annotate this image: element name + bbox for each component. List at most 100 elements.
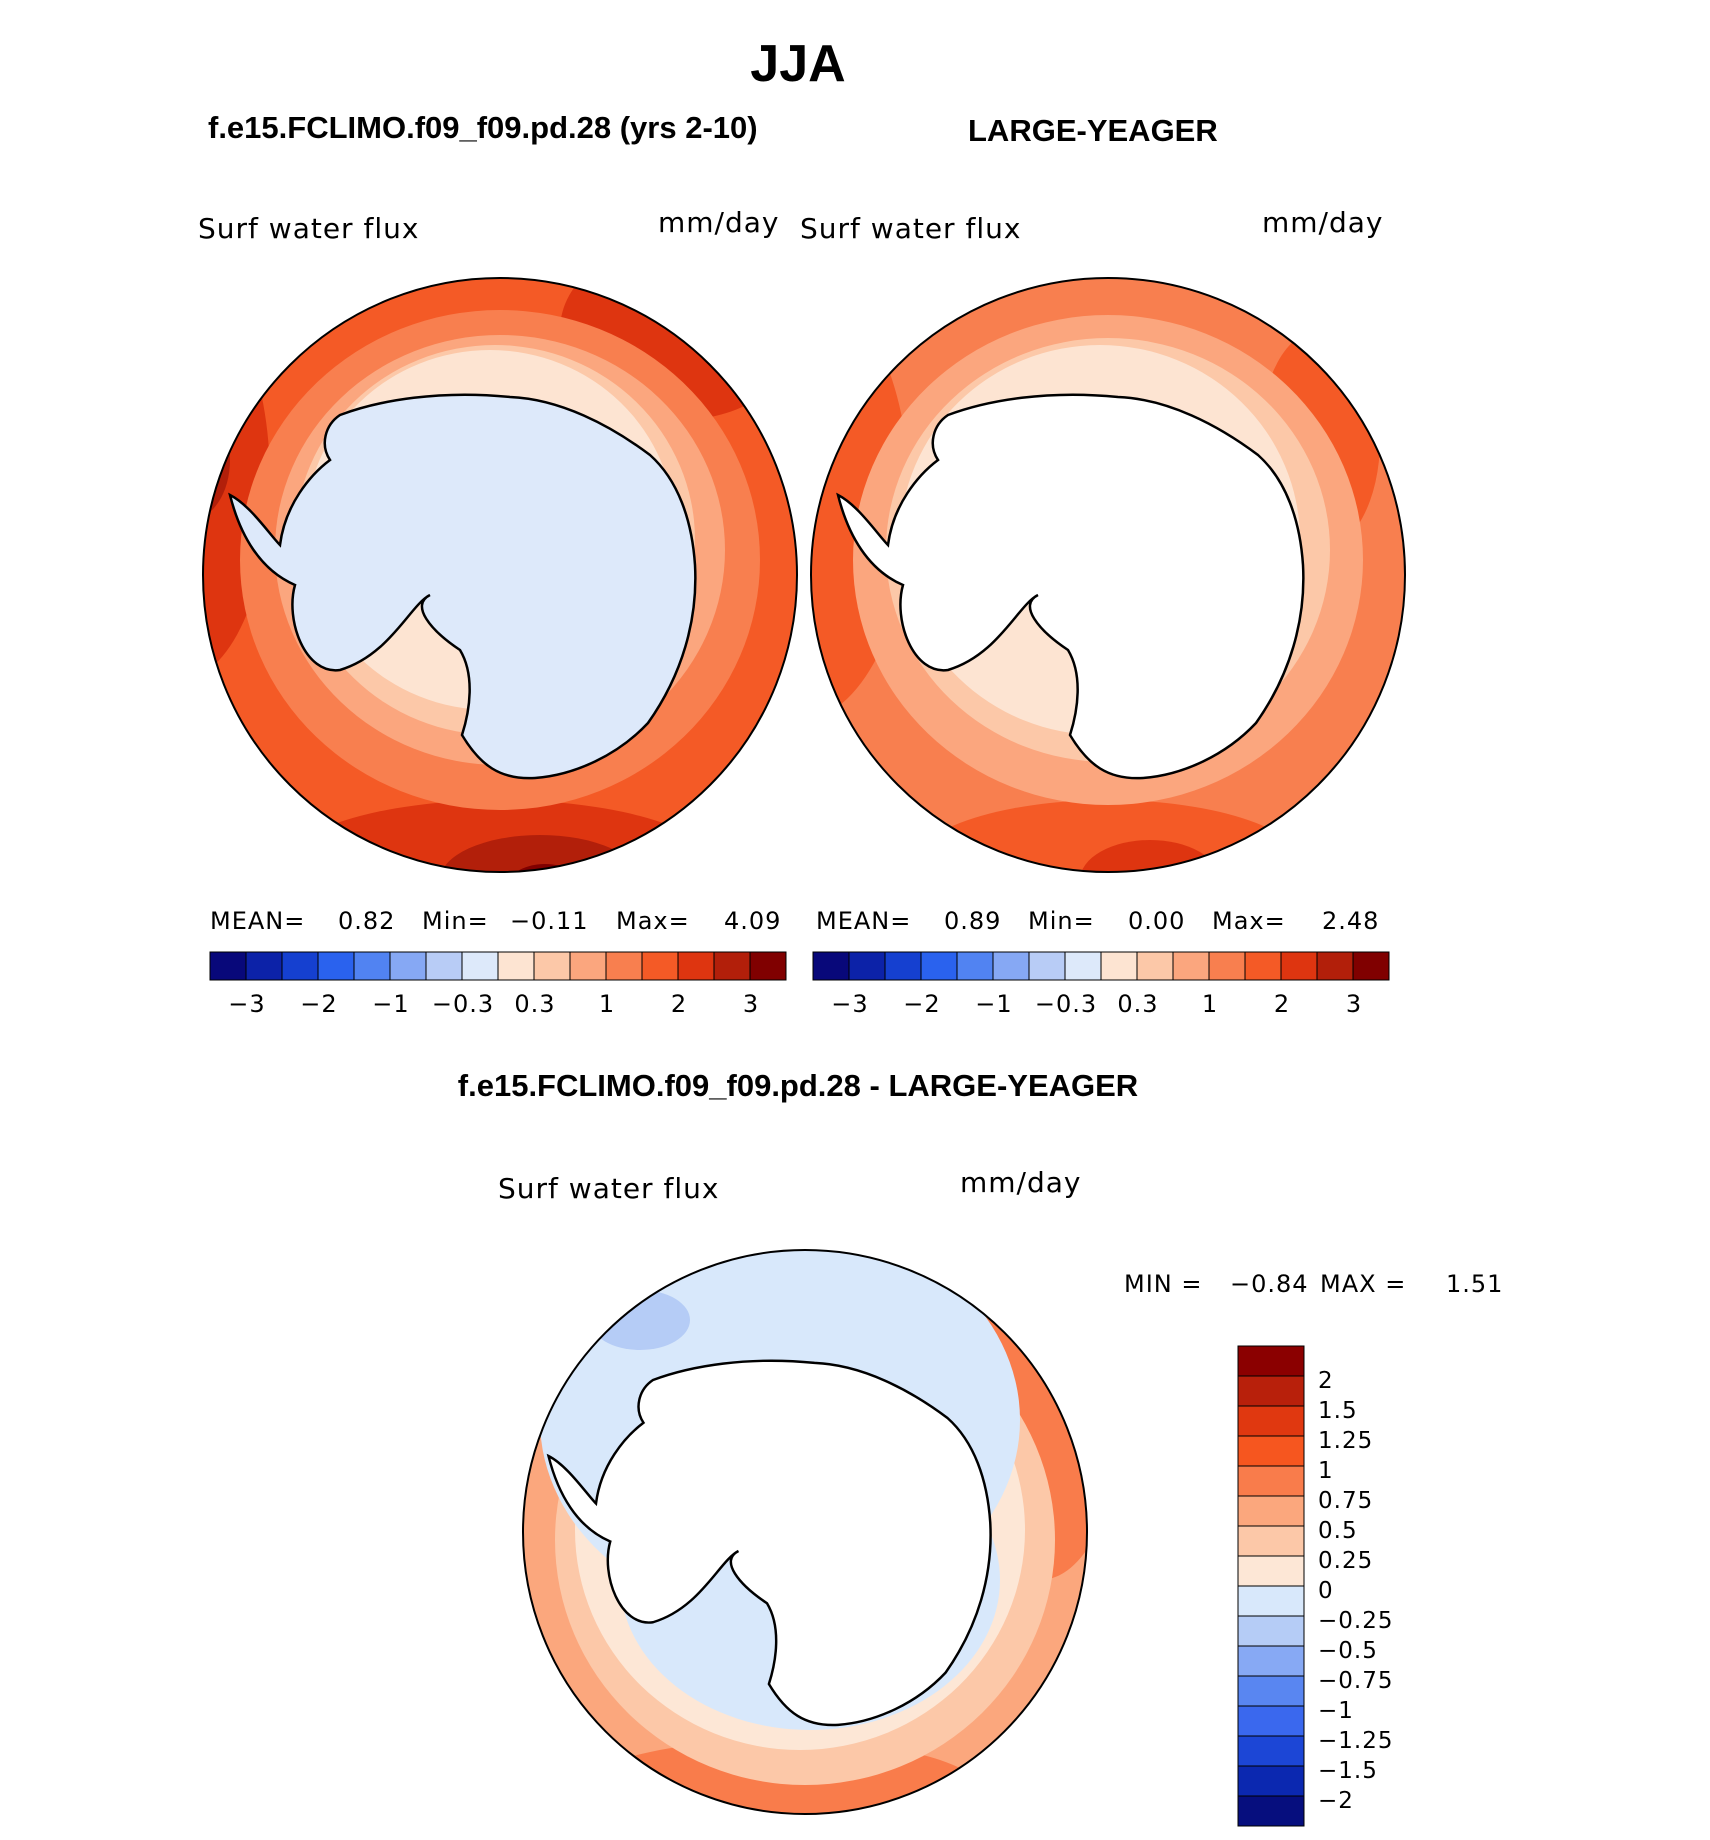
colorbar-swatch — [956, 951, 994, 981]
case-field-band — [203, 280, 270, 680]
case-min-value: −0.11 — [510, 907, 589, 935]
case-colorbar-tick: 2 — [670, 990, 688, 1018]
case-map — [202, 277, 798, 873]
ref-mean-value: 0.89 — [944, 907, 1002, 935]
colorbar-swatch — [605, 951, 643, 981]
diff-colorbar-tick: 0.75 — [1318, 1488, 1374, 1514]
diff-colorbar-tick: 1.25 — [1318, 1428, 1374, 1454]
diff-panel-title: f.e15.FCLIMO.f09_f09.pd.28 - LARGE-YEAGE… — [457, 1068, 1139, 1103]
ref-variable-label: Surf water flux — [800, 212, 1022, 245]
diff-min-label: MIN = — [1124, 1270, 1203, 1298]
ref-mean-label: MEAN= — [816, 907, 912, 935]
ref-colorbar — [812, 951, 1390, 981]
diff-max-value: 1.51 — [1446, 1270, 1504, 1298]
ref-min-label: Min= — [1028, 907, 1095, 935]
diff-colorbar-tick: −1.25 — [1318, 1728, 1394, 1754]
diff-colorbar-tick: 0.25 — [1318, 1548, 1374, 1574]
diff-min-value: −0.84 — [1230, 1270, 1309, 1298]
colorbar-swatch — [1237, 1495, 1305, 1527]
ref-field-band — [1080, 840, 1220, 872]
diff-colorbar-tick: 1.5 — [1318, 1398, 1358, 1424]
colorbar-swatch — [677, 951, 715, 981]
colorbar-swatch — [1237, 1735, 1305, 1767]
diff-colorbar-tick: −2 — [1318, 1788, 1354, 1814]
colorbar-swatch — [1316, 951, 1354, 981]
colorbar-swatch — [1237, 1555, 1305, 1587]
ref-colorbar-tick: 1 — [1201, 990, 1219, 1018]
ref-colorbar-tick: −0.3 — [1034, 990, 1098, 1018]
diff-map — [522, 1249, 1088, 1815]
diff-colorbar-tick: −0.5 — [1318, 1638, 1378, 1664]
colorbar-swatch — [389, 951, 427, 981]
colorbar-swatch — [884, 951, 922, 981]
ref-colorbar-tick: 0.3 — [1117, 990, 1159, 1018]
colorbar-swatch — [812, 951, 850, 981]
colorbar-swatch — [1208, 951, 1246, 981]
colorbar-swatch — [1028, 951, 1066, 981]
case-colorbar-tick: −1 — [372, 990, 410, 1018]
case-variable-label: Surf water flux — [198, 212, 420, 245]
case-map-border — [202, 277, 798, 873]
colorbar-swatch — [992, 951, 1030, 981]
colorbar-swatch — [848, 951, 886, 981]
case-mean-value: 0.82 — [338, 907, 396, 935]
case-min-label: Min= — [422, 907, 489, 935]
colorbar-swatch — [1352, 951, 1390, 981]
colorbar-swatch — [1237, 1675, 1305, 1707]
case-max-label: Max= — [616, 907, 690, 935]
case-colorbar-tick: −3 — [228, 990, 266, 1018]
ref-units-label: mm/day — [1262, 206, 1384, 239]
ref-colorbar-tick: −2 — [903, 990, 941, 1018]
ref-map — [810, 277, 1406, 873]
colorbar-swatch — [1237, 1375, 1305, 1407]
case-max-value: 4.09 — [724, 907, 782, 935]
colorbar-swatch — [1136, 951, 1174, 981]
case-field-band — [440, 835, 640, 872]
colorbar-swatch — [641, 951, 679, 981]
diff-colorbar-tick: 0.5 — [1318, 1518, 1358, 1544]
colorbar-swatch — [749, 951, 787, 981]
colorbar-swatch — [1237, 1705, 1305, 1737]
colorbar-swatch — [920, 951, 958, 981]
colorbar-swatch — [533, 951, 571, 981]
colorbar-swatch — [1237, 1465, 1305, 1497]
diff-field-band — [590, 1290, 690, 1350]
colorbar-swatch — [317, 951, 355, 981]
colorbar-swatch — [1172, 951, 1210, 981]
case-colorbar-tick: 0.3 — [514, 990, 556, 1018]
diff-max-label: MAX = — [1320, 1270, 1407, 1298]
ref-map-border — [810, 277, 1406, 873]
colorbar-swatch — [1244, 951, 1282, 981]
colorbar-swatch — [245, 951, 283, 981]
ref-colorbar-tick: −3 — [831, 990, 869, 1018]
case-mean-label: MEAN= — [210, 907, 306, 935]
colorbar-swatch — [1237, 1615, 1305, 1647]
diff-colorbar-tick: 2 — [1318, 1368, 1334, 1394]
colorbar-swatch — [1237, 1435, 1305, 1467]
ref-colorbar-tick: 3 — [1345, 990, 1363, 1018]
diff-colorbar-tick: 0 — [1318, 1578, 1334, 1604]
colorbar-swatch — [1237, 1585, 1305, 1617]
colorbar-swatch — [1237, 1765, 1305, 1797]
diff-colorbar-tick: −1.5 — [1318, 1758, 1378, 1784]
diff-colorbar-tick: −1 — [1318, 1698, 1354, 1724]
case-panel-title: f.e15.FCLIMO.f09_f09.pd.28 (yrs 2-10) — [208, 110, 758, 145]
ref-max-value: 2.48 — [1322, 907, 1380, 935]
diff-colorbar-tick: 1 — [1318, 1458, 1334, 1484]
ref-max-label: Max= — [1212, 907, 1286, 935]
colorbar-swatch — [1237, 1405, 1305, 1437]
diff-variable-label: Surf water flux — [498, 1172, 720, 1205]
ref-colorbar-tick: −1 — [975, 990, 1013, 1018]
ref-panel-title: LARGE-YEAGER — [968, 113, 1218, 148]
case-field-band — [203, 400, 230, 520]
ref-colorbar-tick: 2 — [1273, 990, 1291, 1018]
colorbar-swatch — [425, 951, 463, 981]
diff-colorbar-tick: −0.25 — [1318, 1608, 1394, 1634]
colorbar-swatch — [353, 951, 391, 981]
case-colorbar-tick: −0.3 — [431, 990, 495, 1018]
diff-colorbar-tick: −0.75 — [1318, 1668, 1394, 1694]
colorbar-swatch — [497, 951, 535, 981]
case-units-label: mm/day — [658, 206, 780, 239]
